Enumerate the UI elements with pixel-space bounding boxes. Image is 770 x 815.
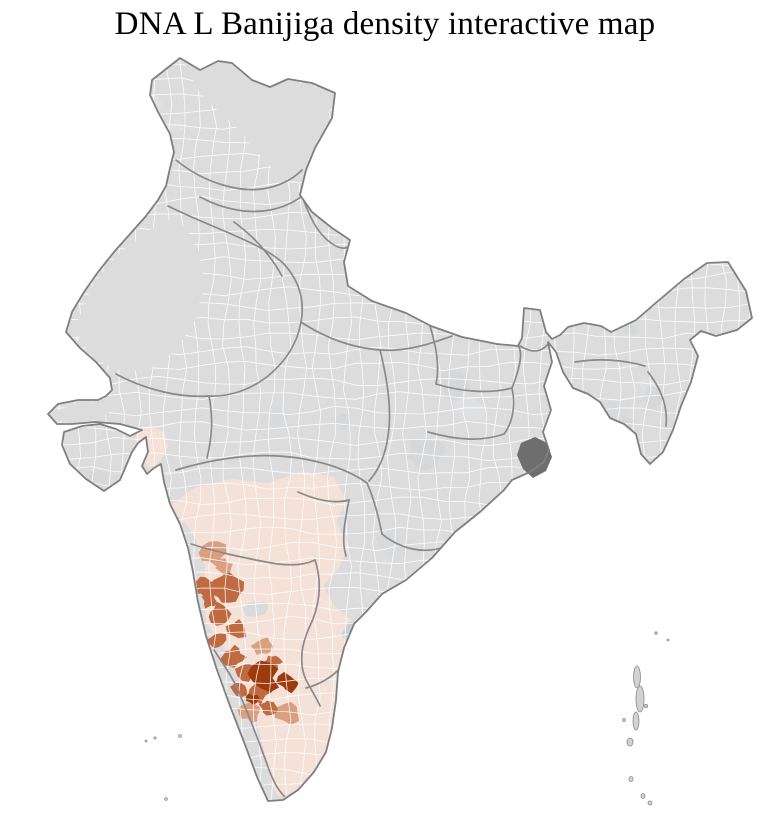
- lakshadweep-island[interactable]: [165, 798, 168, 801]
- andaman-island[interactable]: [623, 719, 626, 722]
- lakshadweep-island[interactable]: [154, 737, 156, 739]
- land-area[interactable]: [0, 0, 770, 815]
- map-page: DNA L Banijiga density interactive map: [0, 0, 770, 815]
- andaman-island[interactable]: [627, 738, 633, 746]
- andaman-island[interactable]: [655, 632, 657, 634]
- andaman-island[interactable]: [633, 712, 639, 730]
- lakshadweep-island[interactable]: [179, 735, 182, 738]
- andaman-island[interactable]: [667, 639, 669, 641]
- lakshadweep-island[interactable]: [145, 740, 147, 742]
- land-base-fill: [0, 0, 770, 815]
- andaman-island[interactable]: [644, 704, 647, 707]
- andaman-island[interactable]: [641, 794, 645, 799]
- andaman-island[interactable]: [648, 801, 652, 805]
- andaman-island[interactable]: [634, 666, 641, 688]
- andaman-island[interactable]: [629, 777, 633, 782]
- india-density-map[interactable]: [0, 0, 770, 815]
- andaman-island[interactable]: [636, 686, 644, 712]
